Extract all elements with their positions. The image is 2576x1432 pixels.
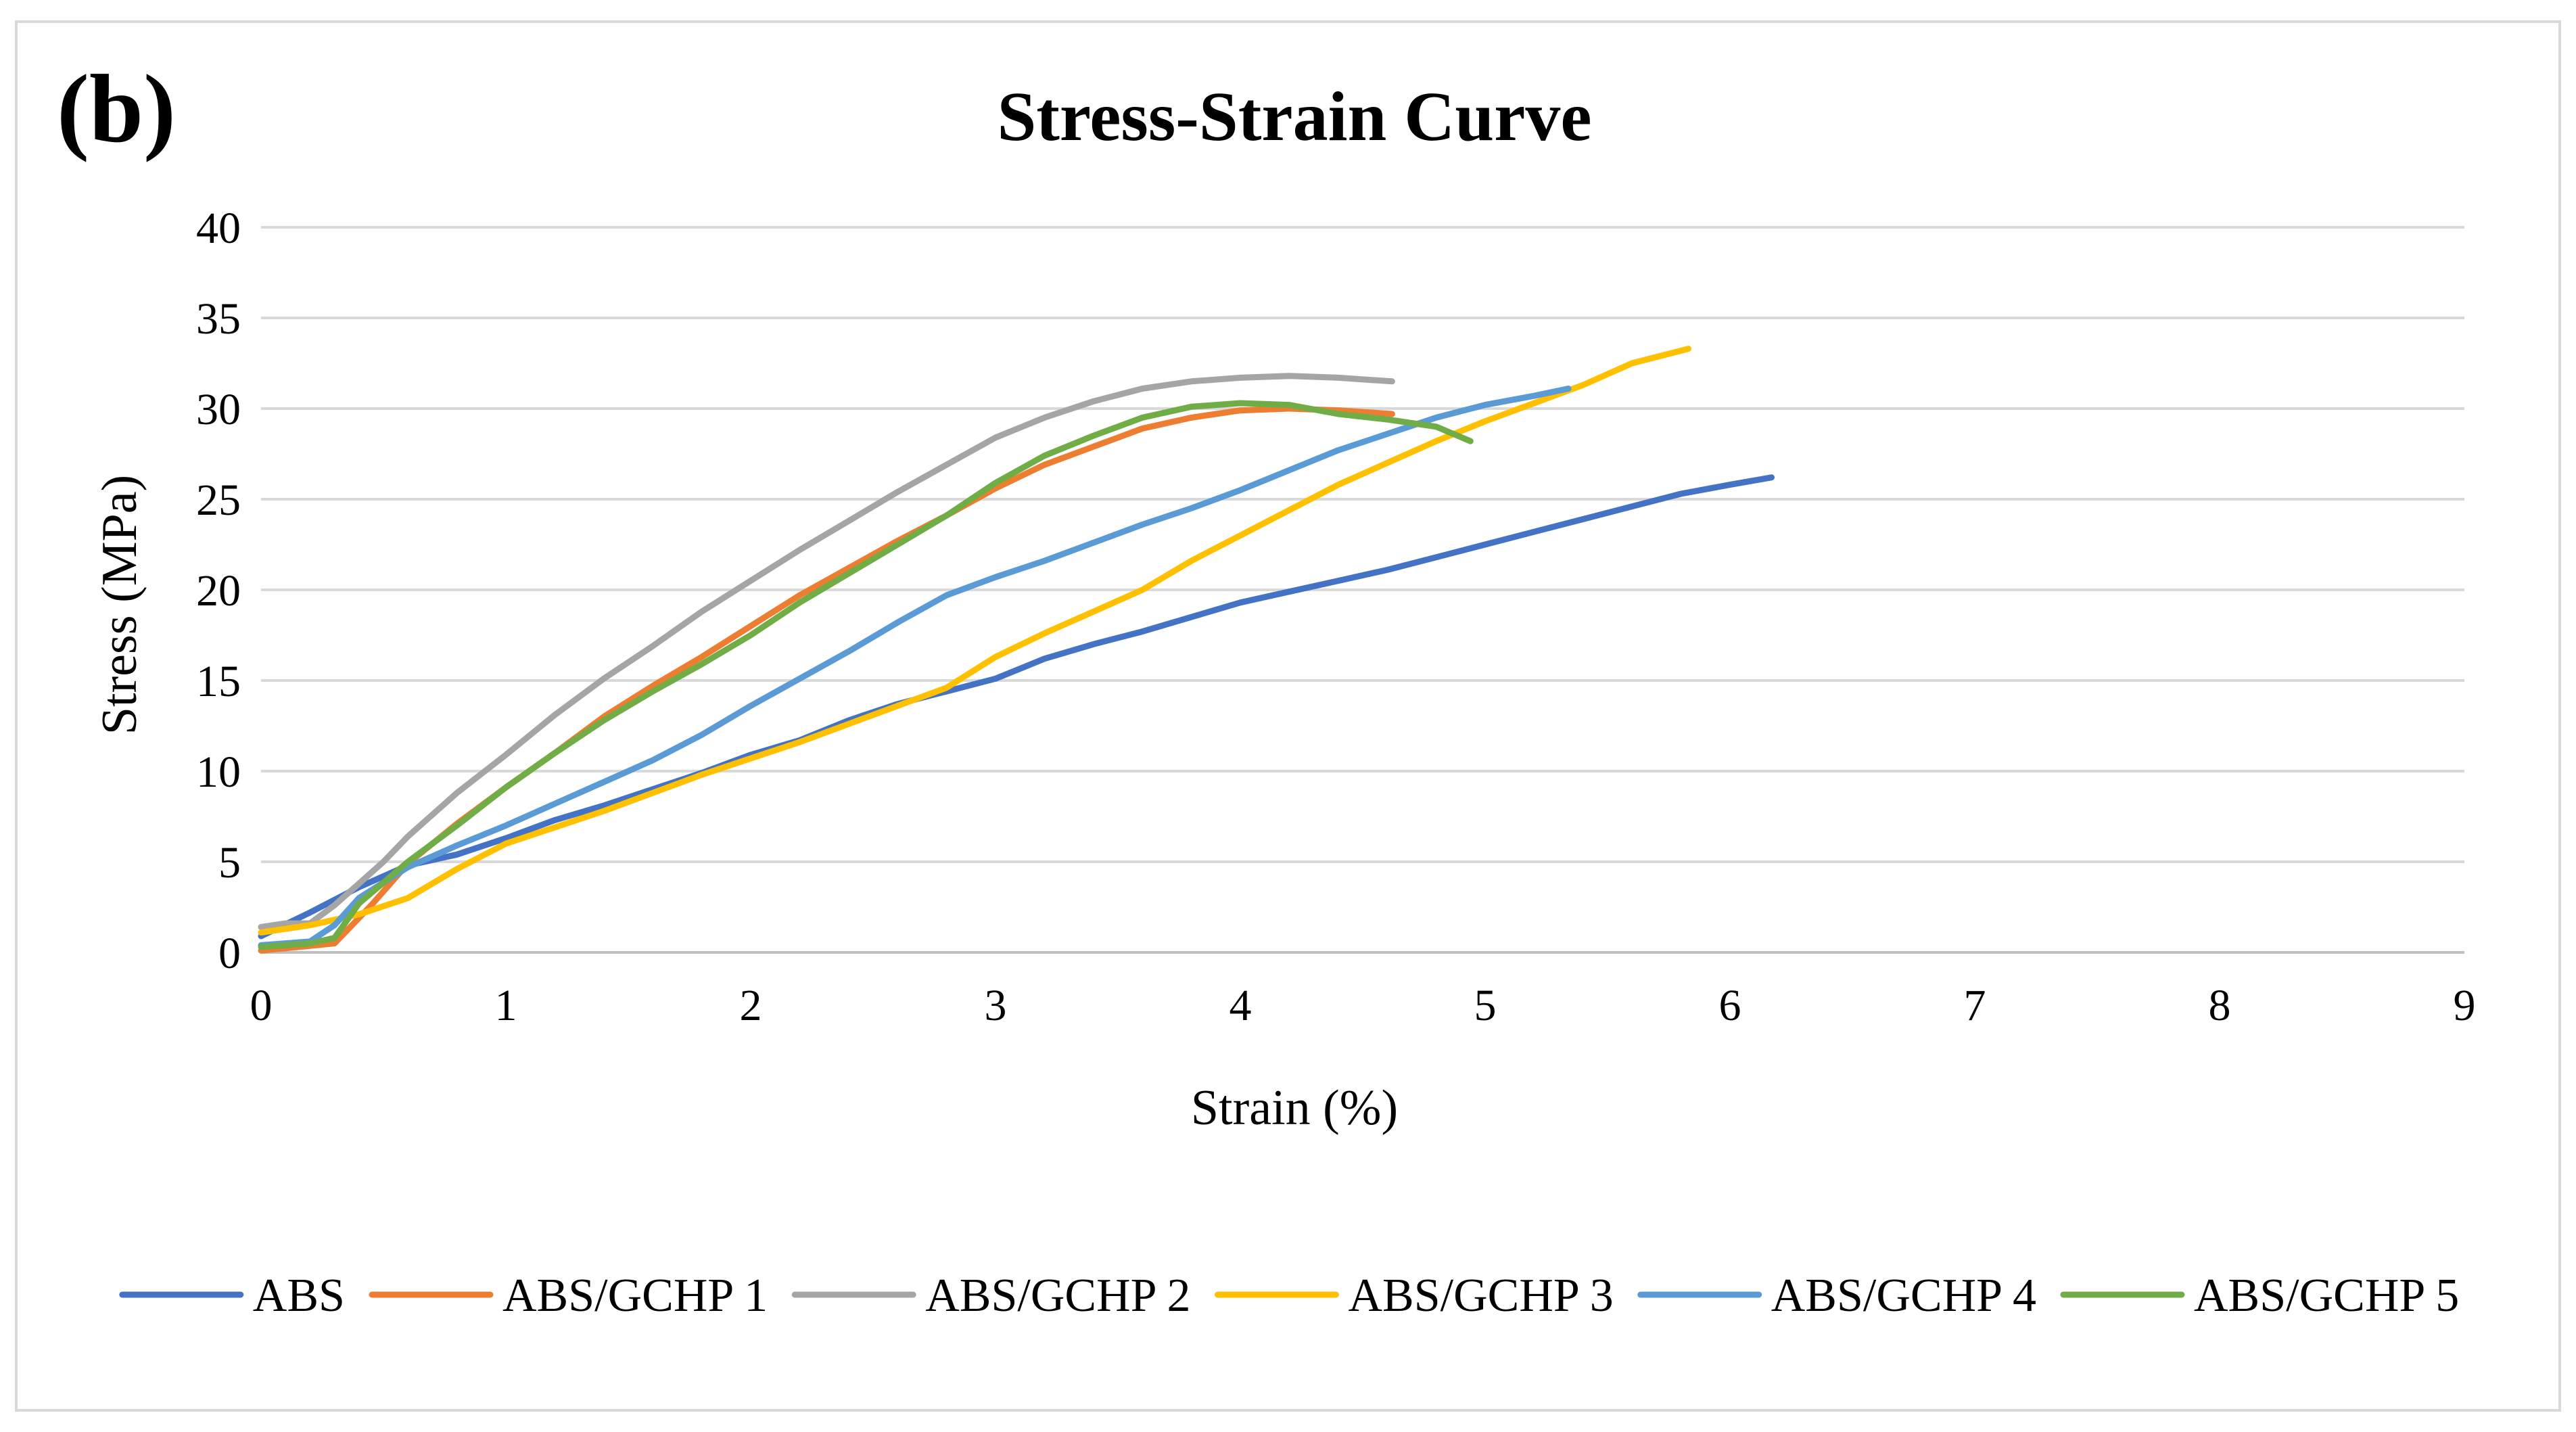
chart-area: (b) Stress-Strain Curve 0 5 10 15 20 25 30 35 40… bbox=[15, 20, 2561, 1412]
y-tick-label: 0 bbox=[218, 929, 241, 978]
x-tick-label: 1 bbox=[495, 981, 517, 1030]
x-tick-label: 3 bbox=[985, 981, 1007, 1030]
x-tick-label: 2 bbox=[740, 981, 762, 1030]
chart-title: Stress-Strain Curve bbox=[997, 78, 1591, 156]
x-tick-label: 7 bbox=[1964, 981, 1986, 1030]
x-tick-label: 8 bbox=[2209, 981, 2231, 1030]
series-line-abs-gchp-2 bbox=[258, 373, 1395, 930]
series-line-abs-gchp-5 bbox=[258, 400, 1474, 950]
y-tick-label: 40 bbox=[196, 204, 241, 253]
x-tick-label: 0 bbox=[250, 981, 273, 1030]
series-lines bbox=[258, 346, 1775, 954]
x-tick-label: 9 bbox=[2454, 981, 2476, 1030]
legend-item-abs-gchp-1: ABS/GCHP 1 bbox=[369, 1270, 768, 1322]
stress-strain-chart: (b) Stress-Strain Curve 0510152025303540… bbox=[57, 55, 2476, 1322]
legend-label: ABS/GCHP 3 bbox=[1348, 1270, 1613, 1322]
legend-item-abs: ABS bbox=[119, 1270, 345, 1322]
legend-item-abs-gchp-3: ABS/GCHP 3 bbox=[1214, 1270, 1614, 1322]
legend-label: ABS/GCHP 2 bbox=[925, 1270, 1190, 1322]
y-tick-label: 35 bbox=[196, 294, 241, 344]
series-line-abs-gchp-3 bbox=[258, 346, 1691, 936]
legend-label: ABS/GCHP 4 bbox=[1771, 1270, 2036, 1322]
y-tick-label: 10 bbox=[196, 747, 241, 797]
series-line-abs-gchp-4 bbox=[258, 386, 1572, 948]
legend-item-abs-gchp-2: ABS/GCHP 2 bbox=[791, 1270, 1190, 1322]
series-line-abs bbox=[258, 474, 1775, 940]
legend-label: ABS/GCHP 5 bbox=[2194, 1270, 2459, 1322]
y-tick-label: 30 bbox=[196, 385, 241, 434]
legend: ABS ABS/GCHP 1 ABS/GCHP 2 ABS/GCHP 3 ABS/GCH… bbox=[119, 1270, 2459, 1322]
legend-item-abs-gchp-5: ABS/GCHP 5 bbox=[2060, 1270, 2459, 1322]
x-tick-label: 4 bbox=[1230, 981, 1252, 1030]
panel-label: (b) bbox=[57, 55, 176, 163]
legend-label: ABS bbox=[253, 1270, 345, 1322]
legend-label: ABS/GCHP 1 bbox=[502, 1270, 768, 1322]
y-tick-label: 5 bbox=[218, 838, 241, 887]
y-tick-label: 15 bbox=[196, 657, 241, 706]
x-tick-label: 5 bbox=[1474, 981, 1497, 1030]
y-tick-label: 25 bbox=[196, 476, 241, 525]
gridlines bbox=[261, 226, 2464, 954]
legend-item-abs-gchp-4: ABS/GCHP 4 bbox=[1637, 1270, 2036, 1322]
x-tick-label: 6 bbox=[1719, 981, 1741, 1030]
y-tick-label: 20 bbox=[196, 566, 241, 616]
axis-ticks: 0 5 10 15 20 25 30 35 40 0 1 2 3 4 5 6 7 8 9 bbox=[196, 204, 2476, 1030]
x-axis-title: Strain (%) bbox=[1191, 1080, 1398, 1136]
y-axis-title: Stress (MPa) bbox=[92, 475, 147, 735]
